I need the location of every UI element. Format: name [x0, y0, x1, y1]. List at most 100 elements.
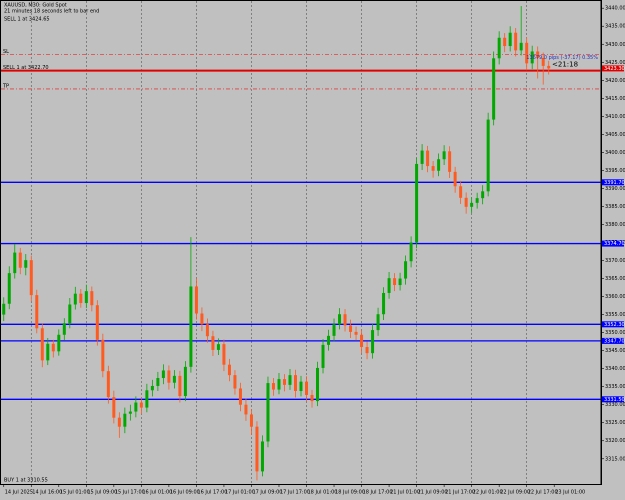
x-tick-label: 18 Jul 01:00: [308, 490, 338, 496]
candle-body: [470, 202, 474, 207]
x-tick-label: 14 Jul 2025: [5, 490, 33, 496]
candle-body: [316, 367, 320, 402]
candle-body: [200, 313, 204, 325]
candle-body: [481, 191, 485, 199]
candle-body: [24, 260, 28, 268]
candle-body: [62, 323, 66, 335]
candle-body: [492, 58, 496, 120]
profit-text: 13679.0 pips (-37.17) 0.35%: [526, 55, 598, 61]
candle-body: [343, 314, 347, 326]
trade-line-label: TP: [2, 83, 9, 89]
candle-body: [442, 151, 446, 160]
trade-line-label: SELL 1 at 3422.70: [3, 65, 49, 71]
y-tick-label: 3395.00: [605, 168, 625, 174]
y-tick-label: 3400.00: [605, 150, 625, 156]
y-tick-label: 3360.00: [605, 294, 625, 300]
candle-body: [156, 378, 160, 386]
candle-body: [139, 402, 143, 408]
y-tick-label: 3320.00: [605, 438, 625, 444]
x-tick-label: 16 Jul 09:00: [170, 490, 200, 496]
y-tick-label: 3370.00: [605, 258, 625, 264]
candle-body: [40, 328, 44, 361]
y-tick-label: 3315.00: [605, 456, 625, 462]
y-tick-label: 3415.00: [605, 96, 625, 102]
candle-body: [464, 197, 468, 207]
symbol: XAUUSD, M30: Gold Spot: [4, 3, 67, 9]
candle-body: [426, 150, 430, 167]
candle-body: [249, 414, 253, 427]
y-tick-label: 3420.00: [605, 78, 625, 84]
candle-body: [84, 291, 88, 304]
level-label-box: [602, 337, 624, 344]
candle-body: [409, 242, 413, 262]
candle-body: [321, 344, 325, 368]
candle-body: [376, 314, 380, 331]
candle-body: [266, 383, 270, 442]
candle-body: [238, 388, 242, 405]
candle-body: [536, 51, 540, 58]
candle-body: [90, 291, 94, 306]
y-tick-label: 3380.00: [605, 222, 625, 228]
candle-body: [167, 370, 171, 383]
candle-body: [112, 397, 116, 418]
candle-body: [18, 252, 22, 268]
candle-body: [172, 375, 176, 383]
candle-body: [222, 344, 226, 365]
candle-body: [365, 347, 369, 354]
candle-body: [448, 151, 452, 172]
candle-body: [519, 42, 523, 51]
y-tick-label: 3430.00: [605, 42, 625, 48]
candle-body: [134, 402, 138, 412]
candle-body: [68, 304, 72, 324]
level-label: 3391.70: [604, 180, 625, 186]
x-tick-label: 22 Jul 17:00: [528, 490, 558, 496]
level-label: 3331.50: [604, 397, 625, 403]
candle-body: [497, 37, 501, 59]
candle-body: [194, 286, 198, 314]
candle-body: [349, 325, 353, 332]
y-tick-label: 3405.00: [605, 132, 625, 138]
candle-body: [106, 371, 110, 398]
candle-body: [530, 51, 534, 64]
x-tick-label: 15 Jul 09:00: [87, 490, 117, 496]
level-label-box: [602, 396, 624, 403]
level-label-box: [602, 240, 624, 247]
candle-body: [327, 335, 331, 345]
x-tick-label: 16 Jul 01:00: [142, 490, 172, 496]
candle-body: [382, 292, 386, 315]
candle-body: [79, 293, 83, 304]
y-tick-label: 3325.00: [605, 420, 625, 426]
candle-body: [288, 375, 292, 385]
candle-body: [227, 364, 231, 376]
candle-body: [260, 441, 264, 472]
candle-body: [393, 278, 397, 286]
countdown: 21 minutes 18 seconds left to bar end: [4, 9, 99, 15]
candle-body: [547, 65, 551, 69]
x-tick-label: 17 Jul 09:00: [252, 490, 282, 496]
candle-body: [57, 334, 61, 352]
candle-body: [431, 166, 435, 171]
candle-body: [541, 57, 545, 66]
candle-body: [161, 370, 165, 379]
candle-body: [2, 303, 6, 315]
candle-body: [459, 186, 463, 198]
candle-body: [277, 379, 281, 390]
y-tick-label: 3390.00: [605, 186, 625, 192]
candle-body: [299, 381, 303, 392]
trade-line-label: SL: [3, 49, 9, 55]
y-tick-label: 3345.00: [605, 348, 625, 354]
candle-body: [360, 334, 364, 348]
candle-body: [150, 385, 154, 391]
y-tick-label: 3330.00: [605, 402, 625, 408]
candle-body: [387, 278, 391, 293]
x-tick-label: 21 Jul 09:00: [418, 490, 448, 496]
y-tick-label: 3350.00: [605, 330, 625, 336]
candle-body: [35, 295, 39, 329]
x-tick-label: 18 Jul 09:00: [335, 490, 365, 496]
candle-body: [508, 32, 512, 47]
candle-body: [183, 366, 187, 397]
candle-body: [128, 411, 132, 414]
candle-body: [305, 381, 309, 395]
